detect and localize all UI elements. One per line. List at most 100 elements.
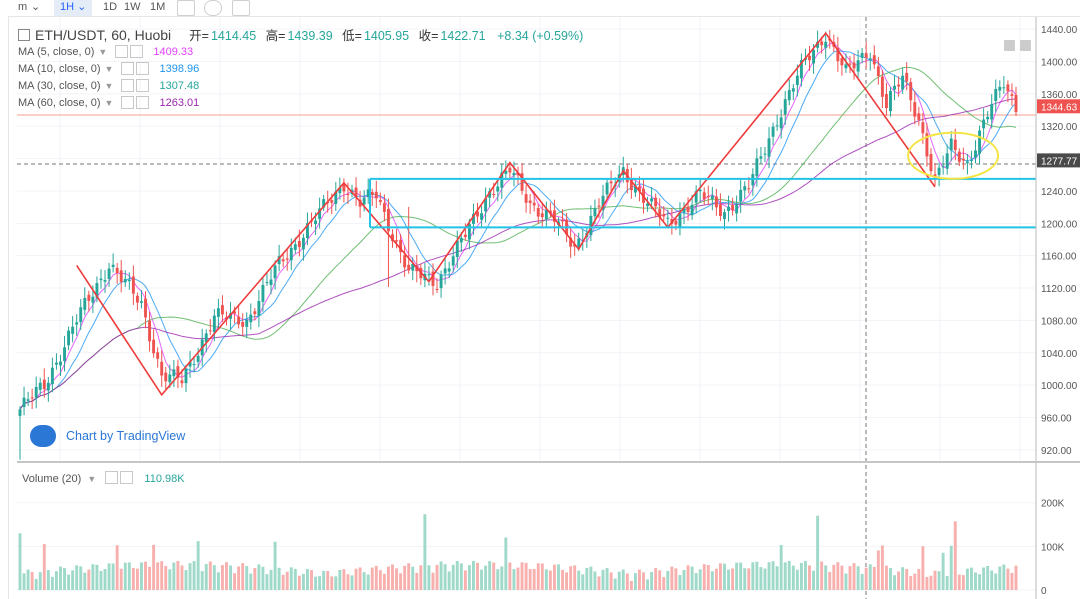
volume-bar (330, 576, 334, 590)
volume-bar (986, 565, 990, 590)
pane-maximize-icon[interactable] (1004, 40, 1015, 51)
tradingview-watermark[interactable]: Chart by TradingView (30, 425, 185, 447)
volume-bar (605, 568, 609, 590)
chevron-down-icon[interactable]: ▼ (104, 97, 114, 108)
candle-body (536, 207, 540, 217)
last-price-label: 1344.63 (1041, 102, 1078, 113)
volume-bar (727, 569, 730, 590)
volume-bar (140, 562, 143, 590)
screenshot-icon[interactable] (232, 0, 250, 16)
volume-bar (378, 570, 382, 590)
close-icon[interactable] (120, 471, 134, 484)
collapse-icon[interactable] (18, 28, 30, 41)
volume-bar (901, 567, 905, 590)
volume-bar (763, 568, 767, 590)
candle-body (399, 239, 403, 253)
volume-bar (848, 566, 852, 590)
candle-body (71, 326, 75, 334)
close-icon[interactable] (136, 62, 150, 75)
pane-settings-icon[interactable] (1020, 40, 1031, 51)
interval-1w-button[interactable]: 1W (124, 1, 141, 13)
volume-bar (913, 573, 917, 590)
volume-bar (273, 541, 277, 590)
candle-body (50, 367, 54, 385)
interval-1m-button[interactable]: 1M (150, 1, 166, 13)
candle-body (144, 298, 147, 318)
chart-style-icon[interactable] (177, 0, 195, 16)
candle-body (864, 53, 868, 59)
candle-body (735, 204, 739, 214)
close-icon[interactable] (136, 79, 150, 92)
candle-body (293, 244, 297, 250)
low-label: 低= (342, 29, 362, 43)
candle-body (994, 88, 998, 102)
candle-body (269, 279, 273, 286)
volume-bar (50, 576, 54, 590)
candle-body (407, 264, 411, 271)
indicator-ma60[interactable]: MA (60, close, 0) ▼ 1263.01 (18, 94, 589, 111)
settings-icon[interactable] (105, 471, 119, 484)
candle-body (589, 215, 593, 236)
volume-bar (775, 566, 779, 590)
close-icon[interactable] (130, 45, 144, 58)
interval-minutes[interactable]: m (18, 1, 28, 13)
settings-icon[interactable] (121, 62, 135, 75)
volume-bar (391, 564, 394, 590)
chevron-down-icon[interactable]: ▼ (87, 474, 97, 484)
volume-bar (144, 561, 147, 590)
volume-bar (836, 562, 840, 590)
candle-body (597, 205, 601, 207)
candle-body (391, 234, 394, 242)
price-tick-label: 1040.00 (1041, 349, 1078, 360)
candle-body (249, 314, 253, 323)
candle-body (168, 374, 172, 383)
chevron-down-icon[interactable]: ▼ (104, 80, 114, 91)
settings-icon[interactable] (121, 79, 135, 92)
volume-bar (403, 565, 407, 590)
volume-bar (953, 521, 957, 590)
candle-body (131, 276, 135, 294)
candle-body (164, 372, 168, 382)
volume-legend[interactable]: Volume (20) ▼ 110.98K (22, 471, 185, 485)
indicator-ma30[interactable]: MA (30, close, 0) ▼ 1307.48 (18, 77, 589, 94)
settings-icon[interactable] (204, 0, 222, 16)
interval-1d-button[interactable]: 1D (103, 1, 118, 13)
volume-bar (609, 572, 613, 590)
chevron-down-icon[interactable]: ▼ (104, 63, 114, 74)
candle-body (872, 55, 876, 65)
indicator-ma10[interactable]: MA (10, close, 0) ▼ 1398.96 (18, 60, 589, 77)
drawing-toolbar[interactable] (0, 16, 9, 599)
chevron-down-icon[interactable]: ▼ (98, 46, 108, 57)
candle-body (180, 380, 184, 384)
symbol-title[interactable]: ETH/USDT, 60, Huobi (18, 27, 171, 43)
volume-bar (832, 564, 836, 590)
volume-bar (852, 563, 856, 590)
indicator-label: MA (5, close, 0) (18, 45, 95, 58)
candle-body (795, 75, 799, 86)
candle-body (160, 361, 164, 376)
volume-bar (512, 568, 516, 590)
close-label: 收= (418, 29, 439, 43)
volume-bar (111, 563, 115, 590)
volume-bar (91, 564, 95, 590)
volume-bar (127, 562, 131, 590)
price-tick-label: 1360.00 (1041, 90, 1078, 101)
candle-body (443, 268, 447, 274)
settings-icon[interactable] (121, 96, 135, 109)
volume-bar (289, 567, 293, 590)
close-icon[interactable] (136, 96, 150, 109)
candle-body (176, 366, 180, 378)
candle-body (512, 172, 516, 176)
candle-body (46, 382, 50, 391)
interval-dropdown-caret[interactable]: ⌄ (31, 1, 41, 13)
top-toolbar: m ⌄ 1H ⌄ 1D 1W 1M (0, 0, 1080, 17)
volume-bar (277, 567, 281, 590)
indicator-ma5[interactable]: MA (5, close, 0) ▼ 1409.33 (18, 43, 589, 60)
candle-body (925, 133, 929, 157)
candle-body (666, 217, 670, 219)
volume-bar (974, 572, 977, 590)
settings-icon[interactable] (115, 45, 129, 58)
interval-1h-button[interactable]: 1H ⌄ (54, 0, 93, 16)
volume-bar (933, 570, 937, 590)
